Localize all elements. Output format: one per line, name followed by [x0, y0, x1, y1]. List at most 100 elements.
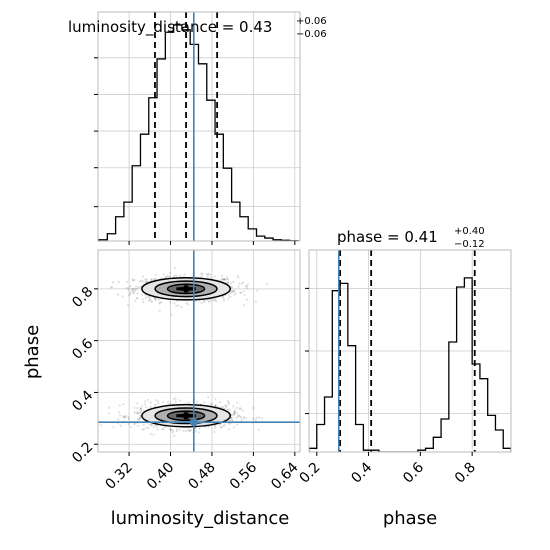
sample-point	[119, 424, 122, 427]
sample-point	[144, 400, 147, 403]
sample-point	[170, 313, 173, 316]
x-axis-label-phase: phase	[383, 508, 437, 529]
sample-point	[240, 282, 243, 285]
sample-point	[214, 404, 217, 407]
sample-point	[141, 404, 144, 407]
sample-point	[123, 415, 126, 418]
sample-point	[231, 286, 234, 289]
sample-point	[139, 417, 142, 420]
sample-point	[257, 428, 260, 431]
x-tick-label: 0.56	[227, 459, 260, 492]
histogram-bin	[165, 32, 173, 241]
sample-point	[225, 406, 228, 409]
sample-point	[203, 401, 206, 404]
sample-point	[203, 300, 206, 303]
sample-point	[222, 297, 225, 300]
sample-point	[149, 432, 153, 435]
sample-point	[148, 296, 151, 299]
sample-point	[145, 280, 148, 283]
tick-marks	[305, 287, 473, 456]
sample-point	[132, 288, 135, 291]
histogram-bin	[495, 430, 503, 452]
sample-point	[207, 299, 210, 302]
sample-point	[175, 274, 178, 277]
panel-frame	[97, 249, 301, 453]
sample-point	[134, 299, 137, 302]
sample-point	[161, 428, 164, 431]
sample-point	[148, 423, 151, 426]
sample-point	[112, 425, 115, 428]
sample-point	[229, 292, 232, 295]
sample-point	[135, 412, 138, 415]
sample-point	[221, 405, 224, 409]
histogram-bin	[124, 202, 132, 241]
sample-point	[136, 412, 139, 415]
sample-point	[117, 293, 120, 296]
sample-point	[223, 278, 226, 281]
sample-point	[141, 298, 144, 301]
sample-point	[145, 278, 148, 281]
sample-point	[117, 418, 120, 421]
sample-point	[245, 416, 248, 419]
sample-point	[227, 298, 230, 301]
sample-point	[265, 282, 269, 285]
sample-point	[212, 299, 215, 302]
sample-point	[173, 434, 176, 437]
y-tick-label: 0.8	[69, 284, 96, 311]
sample-point	[237, 414, 240, 417]
density-core	[183, 285, 189, 293]
sample-point	[232, 290, 235, 293]
sample-point	[230, 285, 233, 288]
sample-point	[144, 294, 147, 297]
sample-point	[214, 426, 217, 429]
x-tick-label: 0.2	[297, 460, 324, 487]
x-tick-labels: 0.2 0.4 0.6 0.8	[297, 459, 479, 486]
histogram-bin	[457, 287, 465, 452]
sample-point	[228, 408, 231, 411]
panel-luminosity-distance-hist: luminosity_distance = 0.43 +0.06 −0.06	[68, 11, 327, 245]
sample-point	[222, 425, 225, 428]
sample-point	[238, 407, 242, 410]
sample-point	[130, 425, 133, 428]
sample-point	[123, 416, 126, 419]
sample-point	[129, 293, 132, 296]
sample-point	[136, 418, 139, 421]
sample-point	[233, 426, 236, 429]
panel-phase-hist: 0.2 0.4 0.6 0.8 phase = 0.41 +0.40 −0.12 ph…	[297, 226, 512, 529]
sample-point	[119, 414, 122, 417]
sample-point	[157, 402, 160, 405]
sample-point	[168, 271, 171, 274]
sample-point	[155, 399, 158, 402]
contour-lines	[141, 277, 231, 428]
sample-point	[135, 288, 138, 291]
sample-point	[213, 430, 216, 433]
sample-point	[144, 280, 147, 284]
y-tick-label: 0.2	[69, 439, 96, 466]
sample-point	[223, 278, 226, 281]
sample-point	[176, 428, 179, 431]
sample-point	[141, 280, 144, 283]
sample-point	[172, 397, 175, 401]
sample-point	[237, 285, 240, 288]
sample-point	[171, 429, 174, 433]
sample-point	[172, 275, 175, 278]
x-tick-label: 0.48	[185, 460, 218, 493]
sample-point	[228, 422, 231, 425]
sample-point	[207, 272, 211, 275]
sample-point	[214, 398, 217, 401]
sample-point	[236, 415, 239, 418]
sample-point	[158, 302, 161, 305]
sample-point	[207, 396, 210, 399]
sample-point	[201, 272, 204, 275]
sample-point	[226, 277, 229, 280]
sample-point	[197, 431, 201, 434]
sample-point	[180, 306, 183, 309]
sample-point	[149, 278, 152, 281]
sample-point	[189, 428, 193, 432]
sample-point	[127, 417, 130, 420]
sample-point	[243, 415, 246, 419]
sample-point	[230, 417, 233, 420]
sample-point	[177, 304, 180, 307]
sample-point	[168, 275, 171, 278]
sample-point	[141, 293, 144, 297]
